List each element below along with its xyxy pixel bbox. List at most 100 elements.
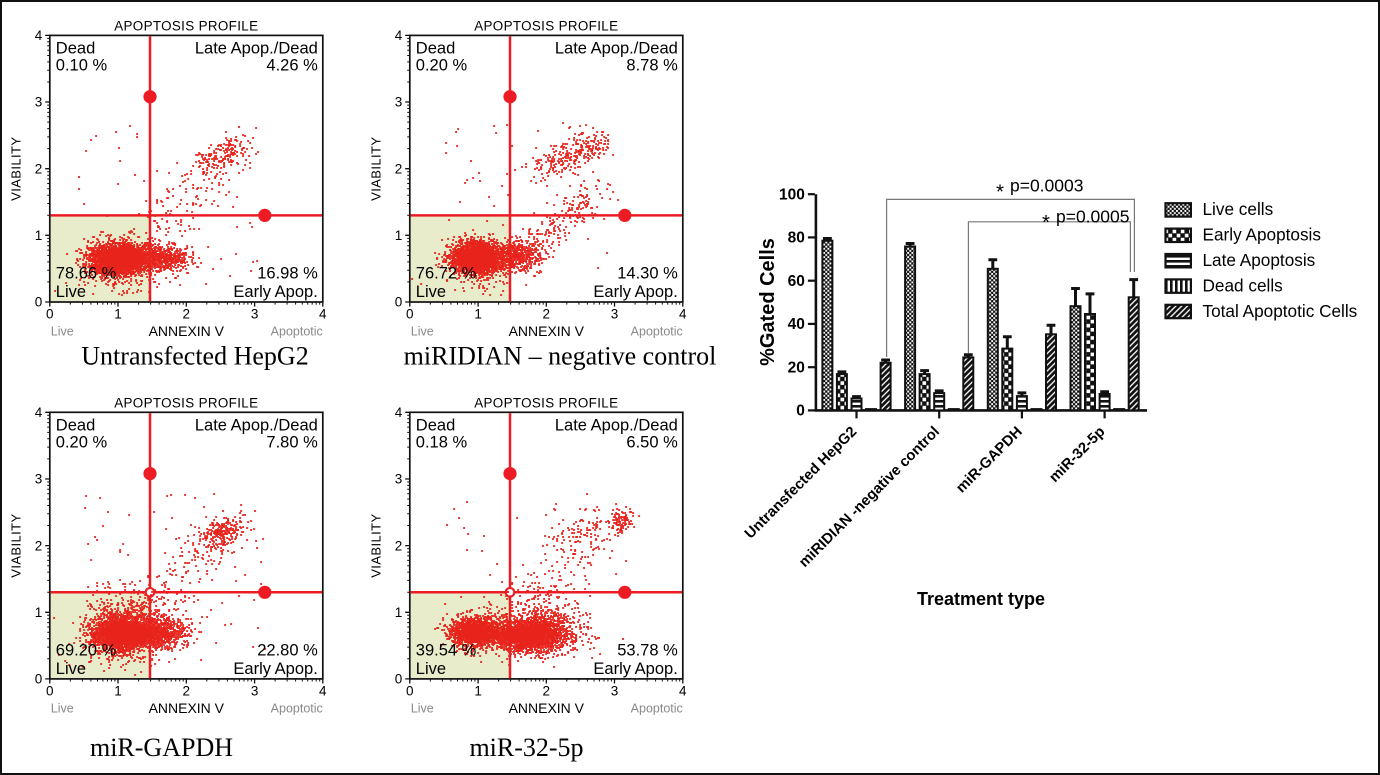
svg-text:1: 1 [395,605,403,620]
svg-text:miR-GAPDH: miR-GAPDH [90,733,233,762]
svg-text:Live cells: Live cells [1203,199,1274,219]
svg-text:Treatment type: Treatment type [917,589,1045,609]
svg-text:4: 4 [35,405,43,420]
svg-text:69.20 %: 69.20 % [56,641,117,659]
svg-text:0.20 %: 0.20 % [56,434,108,452]
svg-text:ANNEXIN V: ANNEXIN V [149,323,225,339]
svg-text:Late Apop./Dead: Late Apop./Dead [195,39,318,57]
svg-text:39.54 %: 39.54 % [416,641,477,659]
svg-text:0: 0 [406,307,414,322]
svg-text:3: 3 [611,683,619,698]
svg-text:VIABILITY: VIABILITY [8,513,23,577]
svg-text:Early Apop.: Early Apop. [233,660,317,678]
svg-text:0: 0 [35,295,43,310]
svg-text:20: 20 [788,359,805,376]
svg-text:0: 0 [395,295,403,310]
svg-text:VIABILITY: VIABILITY [368,137,383,201]
svg-text:Early Apop.: Early Apop. [233,283,317,301]
svg-text:2: 2 [183,307,191,322]
svg-text:Dead: Dead [56,39,95,57]
svg-text:1: 1 [35,228,43,243]
svg-text:2: 2 [395,161,403,176]
svg-text:ANNEXIN V: ANNEXIN V [149,700,225,716]
svg-text:3: 3 [395,95,403,110]
svg-text:76.72 %: 76.72 % [416,264,477,282]
svg-text:2: 2 [35,538,43,553]
svg-text:Dead cells: Dead cells [1203,275,1283,295]
svg-text:4: 4 [395,405,403,420]
svg-text:8.78 %: 8.78 % [626,57,678,75]
svg-text:0.20 %: 0.20 % [416,57,468,75]
svg-text:ANNEXIN V: ANNEXIN V [509,323,585,339]
svg-text:16.98 %: 16.98 % [257,264,318,282]
svg-text:4: 4 [35,28,43,43]
svg-text:3: 3 [35,472,43,487]
svg-text:Live: Live [51,325,74,339]
svg-text:3: 3 [251,683,259,698]
svg-text:0: 0 [395,672,403,687]
svg-text:2: 2 [543,307,551,322]
svg-text:miRIDIAN – negative control: miRIDIAN – negative control [404,342,717,371]
svg-text:*: * [1042,211,1050,234]
svg-text:APOPTOSIS PROFILE: APOPTOSIS PROFILE [114,19,258,34]
svg-text:1: 1 [474,307,482,322]
svg-text:2: 2 [543,683,551,698]
svg-text:*: * [996,181,1004,204]
svg-text:0.10 %: 0.10 % [56,57,108,75]
svg-text:Live: Live [411,701,434,715]
svg-text:APOPTOSIS PROFILE: APOPTOSIS PROFILE [114,396,258,411]
svg-text:Dead: Dead [56,416,95,434]
svg-text:6.50 %: 6.50 % [626,434,678,452]
svg-text:Dead: Dead [416,39,455,57]
svg-text:3: 3 [611,307,619,322]
svg-text:Apoptotic: Apoptotic [631,701,683,715]
svg-text:4.26 %: 4.26 % [266,57,318,75]
svg-text:p=0.0003: p=0.0003 [1010,176,1083,196]
svg-text:4: 4 [319,683,327,698]
svg-text:Live: Live [416,283,446,301]
svg-text:1: 1 [395,228,403,243]
svg-text:Apoptotic: Apoptotic [631,325,683,339]
svg-text:4: 4 [395,28,403,43]
svg-text:Late Apop./Dead: Late Apop./Dead [555,416,678,434]
svg-text:Live: Live [416,660,446,678]
svg-text:0: 0 [46,307,54,322]
svg-text:VIABILITY: VIABILITY [8,137,23,201]
svg-text:Live: Live [51,701,74,715]
svg-text:2: 2 [35,161,43,176]
svg-text:Early Apop.: Early Apop. [593,283,677,301]
svg-text:0: 0 [35,672,43,687]
svg-text:53.78 %: 53.78 % [617,641,678,659]
svg-text:0.18 %: 0.18 % [416,434,468,452]
svg-text:ANNEXIN V: ANNEXIN V [509,700,585,716]
svg-text:3: 3 [251,307,259,322]
svg-text:14.30 %: 14.30 % [617,264,678,282]
svg-text:4: 4 [319,307,327,322]
svg-text:Apoptotic: Apoptotic [271,325,323,339]
svg-text:2: 2 [395,538,403,553]
svg-text:Late Apop./Dead: Late Apop./Dead [555,39,678,57]
svg-text:2: 2 [183,683,191,698]
svg-text:miR-32-5p: miR-32-5p [469,733,583,762]
svg-text:0: 0 [796,403,805,420]
svg-text:3: 3 [35,95,43,110]
svg-text:4: 4 [679,683,687,698]
svg-text:60: 60 [788,273,805,290]
svg-text:1: 1 [114,683,122,698]
svg-text:APOPTOSIS PROFILE: APOPTOSIS PROFILE [474,19,618,34]
svg-text:Total Apoptotic Cells: Total Apoptotic Cells [1203,301,1358,321]
svg-text:Late Apoptosis: Late Apoptosis [1203,250,1316,270]
svg-text:Apoptotic: Apoptotic [271,701,323,715]
svg-text:0: 0 [46,683,54,698]
svg-text:%Gated Cells: %Gated Cells [757,238,779,366]
svg-text:Live: Live [56,660,86,678]
svg-text:0: 0 [406,683,414,698]
svg-text:1: 1 [474,683,482,698]
svg-text:VIABILITY: VIABILITY [368,513,383,577]
svg-text:Dead: Dead [416,416,455,434]
svg-text:Live: Live [411,325,434,339]
svg-text:40: 40 [788,316,805,333]
svg-text:Untransfected HepG2: Untransfected HepG2 [81,342,308,371]
svg-text:Live: Live [56,283,86,301]
svg-text:APOPTOSIS PROFILE: APOPTOSIS PROFILE [474,396,618,411]
